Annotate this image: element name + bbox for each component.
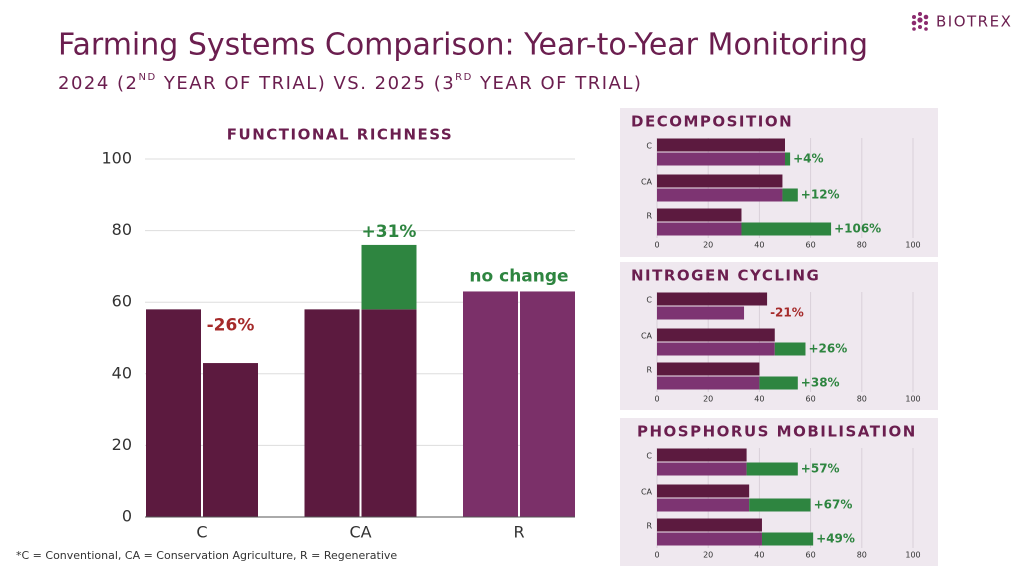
bar-2025	[657, 222, 742, 236]
y-tick-label: CA	[641, 488, 653, 497]
x-tick-label: 20	[703, 395, 713, 404]
footnote: *C = Conventional, CA = Conservation Agr…	[16, 549, 397, 562]
change-label: +26%	[808, 342, 847, 356]
bar-2024	[657, 362, 760, 376]
chart-title: DECOMPOSITION	[631, 113, 793, 131]
y-tick-label: R	[646, 522, 652, 531]
bar-increase	[782, 188, 798, 202]
x-tick-label: 80	[857, 551, 867, 560]
bar-2025	[657, 152, 785, 166]
bar-increase	[759, 376, 798, 390]
bar-2025	[657, 498, 750, 512]
y-tick-label: 80	[112, 220, 132, 239]
x-tick-label: 100	[905, 241, 920, 250]
x-tick-label: 60	[806, 551, 816, 560]
bar-2024	[657, 138, 785, 152]
bar-increase	[785, 152, 791, 166]
change-label: -26%	[207, 315, 255, 335]
bar-2025	[361, 309, 417, 517]
chart-title: FUNCTIONAL RICHNESS	[227, 126, 453, 144]
y-tick-label: 20	[112, 435, 132, 454]
x-tick-label: 100	[905, 395, 920, 404]
subtitle-part: YEAR OF TRIAL)	[473, 73, 643, 94]
bar-2025	[203, 363, 258, 517]
bar-2024	[304, 309, 360, 517]
x-tick-label: 100	[905, 551, 920, 560]
change-label: +31%	[362, 222, 417, 242]
change-label: +67%	[814, 498, 853, 512]
bar-increase	[749, 498, 811, 512]
slide-title: Farming Systems Comparison: Year-to-Year…	[58, 28, 868, 63]
x-tick-label: 20	[703, 241, 713, 250]
bar-2024	[463, 291, 518, 517]
bar-2024	[146, 309, 201, 517]
change-label: +57%	[801, 462, 840, 476]
x-tick-label: 40	[754, 551, 764, 560]
bar-2024	[657, 292, 768, 306]
bar-increase	[746, 462, 798, 476]
change-label: +4%	[793, 152, 823, 166]
x-tick-label: C	[196, 523, 207, 542]
logo-icon	[911, 12, 929, 31]
bar-2025	[657, 532, 762, 546]
change-label: no change	[469, 266, 568, 286]
logo-text: BIOTREX	[936, 13, 1012, 31]
y-tick-label: R	[646, 366, 652, 375]
y-tick-label: C	[646, 452, 652, 461]
bar-2024	[657, 448, 747, 462]
bar-2024	[657, 174, 783, 188]
bar-increase	[741, 222, 832, 236]
x-tick-label: 60	[806, 241, 816, 250]
x-tick-label: 80	[857, 241, 867, 250]
bar-increase	[361, 244, 417, 310]
x-tick-label: 0	[654, 241, 659, 250]
y-tick-label: C	[646, 142, 652, 151]
bar-2025	[520, 291, 575, 517]
y-tick-label: 40	[112, 363, 132, 382]
bar-2025	[657, 306, 745, 320]
bar-2024	[657, 484, 750, 498]
bar-2025	[657, 376, 760, 390]
x-tick-label: 60	[806, 395, 816, 404]
x-tick-label: 20	[703, 551, 713, 560]
x-tick-label: 0	[654, 395, 659, 404]
change-label: +49%	[816, 532, 855, 546]
bar-2024	[657, 518, 762, 532]
y-tick-label: 0	[122, 507, 132, 526]
x-tick-label: 0	[654, 551, 659, 560]
bar-2025	[657, 188, 783, 202]
y-tick-label: R	[646, 212, 652, 221]
x-tick-label: 80	[857, 395, 867, 404]
bar-increase	[774, 342, 806, 356]
x-tick-label: 40	[754, 395, 764, 404]
y-tick-label: CA	[641, 332, 653, 341]
chart-title: NITROGEN CYCLING	[631, 267, 820, 285]
x-tick-label: R	[513, 523, 524, 542]
subtitle-part: 2024 (2	[58, 73, 139, 94]
subtitle-part: RD	[455, 72, 473, 83]
y-tick-label: 100	[101, 149, 132, 168]
x-tick-label: CA	[349, 523, 371, 542]
change-label: -21%	[770, 306, 804, 320]
bar-2024	[657, 208, 742, 222]
change-label: +106%	[834, 222, 881, 236]
y-tick-label: CA	[641, 178, 653, 187]
subtitle-part: YEAR OF TRIAL) VS. 2025 (3	[157, 73, 455, 94]
change-label: +38%	[801, 376, 840, 390]
subtitle-part: ND	[139, 72, 157, 83]
bar-2025	[657, 462, 747, 476]
y-tick-label: 60	[112, 292, 132, 311]
x-tick-label: 40	[754, 241, 764, 250]
bar-2024	[657, 328, 775, 342]
change-label: +12%	[801, 188, 840, 202]
chart-title: PHOSPHORUS MOBILISATION	[637, 423, 917, 441]
slide-subtitle: 2024 (2ND YEAR OF TRIAL) VS. 2025 (3RD Y…	[58, 72, 642, 94]
bar-increase	[761, 532, 814, 546]
y-tick-label: C	[646, 296, 652, 305]
bar-2025	[657, 342, 775, 356]
